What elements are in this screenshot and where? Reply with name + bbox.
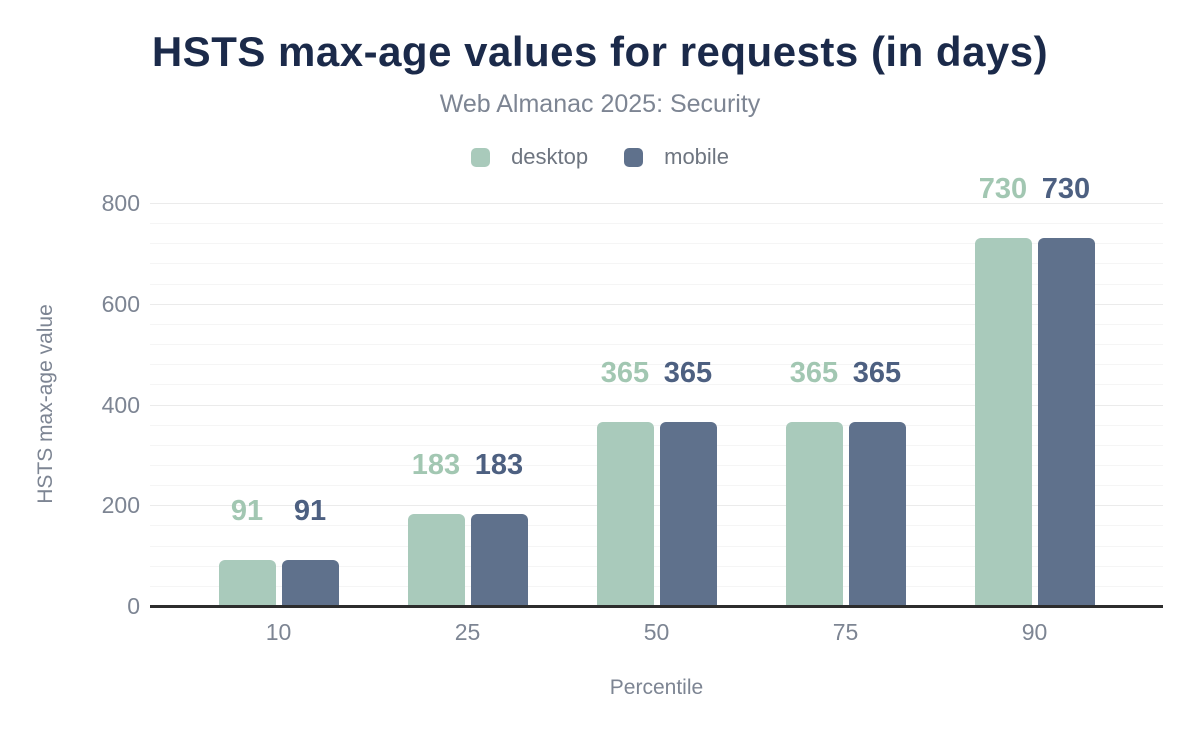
bar-value-label-desktop-p25: 183 xyxy=(411,448,461,481)
bar-mobile-p25[interactable] xyxy=(470,513,528,606)
minor-gridline xyxy=(150,525,1163,527)
legend-label-mobile: mobile xyxy=(664,144,729,169)
x-axis-title: Percentile xyxy=(609,676,704,699)
bar-desktop-p25[interactable] xyxy=(407,513,465,606)
minor-gridline xyxy=(150,243,1163,245)
major-gridline xyxy=(150,303,1163,305)
bar-desktop-p75[interactable] xyxy=(785,422,843,606)
bar-mobile-p90[interactable] xyxy=(1037,238,1095,606)
minor-gridline xyxy=(150,545,1163,547)
x-tick-label-90: 90 xyxy=(1021,619,1048,645)
bar-desktop-p90[interactable] xyxy=(974,238,1032,606)
chart-title: HSTS max-age values for requests (in day… xyxy=(151,28,1049,75)
minor-gridline xyxy=(150,565,1163,567)
legend-label-desktop: desktop xyxy=(511,144,589,169)
bar-mobile-p75[interactable] xyxy=(848,422,906,606)
y-tick-label: 0 xyxy=(127,593,140,619)
minor-gridline xyxy=(150,485,1163,487)
x-tick-label-75: 75 xyxy=(832,619,859,645)
legend-swatch-mobile xyxy=(624,147,644,167)
minor-gridline xyxy=(150,263,1163,265)
minor-gridline xyxy=(150,344,1163,346)
minor-gridline xyxy=(150,384,1163,386)
y-tick-label: 800 xyxy=(101,190,140,216)
bar-value-label-desktop-p75: 365 xyxy=(789,357,839,390)
bar-value-label-mobile-p25: 183 xyxy=(474,448,524,481)
y-tick-label: 400 xyxy=(101,391,140,418)
plot-area: 0 200 400 600 800 91 91 10 183 183 25 365 365 50 365 36… xyxy=(102,175,1163,645)
bar-value-label-mobile-p50: 365 xyxy=(663,357,713,390)
chart-subtitle: Web Almanac 2025: Security xyxy=(439,90,761,118)
minor-gridline xyxy=(150,585,1163,587)
bar-mobile-p50[interactable] xyxy=(659,422,717,606)
x-tick-label-50: 50 xyxy=(643,619,670,645)
minor-gridline xyxy=(150,323,1163,325)
major-gridline xyxy=(150,505,1163,507)
bar-value-label-mobile-p10: 91 xyxy=(293,495,327,528)
y-tick-label: 600 xyxy=(101,290,140,317)
y-axis-title: HSTS max-age value xyxy=(34,304,57,504)
x-tick-label-10: 10 xyxy=(265,619,292,645)
minor-gridline xyxy=(150,424,1163,426)
legend-swatch-desktop xyxy=(471,147,491,167)
minor-gridline xyxy=(150,223,1163,225)
bar-value-label-desktop-p10: 91 xyxy=(230,495,264,528)
major-gridline xyxy=(150,404,1163,406)
minor-gridline xyxy=(150,464,1163,466)
bar-value-label-mobile-p90: 730 xyxy=(1041,173,1091,206)
legend-item-mobile[interactable]: mobile xyxy=(624,144,729,170)
bar-desktop-p10[interactable] xyxy=(218,560,276,606)
bar-value-label-mobile-p75: 365 xyxy=(852,357,902,390)
minor-gridline xyxy=(150,283,1163,285)
y-tick-label: 200 xyxy=(101,492,140,519)
minor-gridline xyxy=(150,444,1163,446)
bar-value-label-desktop-p50: 365 xyxy=(600,357,650,390)
x-axis-line xyxy=(150,605,1163,608)
legend-item-desktop[interactable]: desktop xyxy=(471,144,588,170)
bar-value-label-desktop-p90: 730 xyxy=(978,173,1028,206)
bar-desktop-p50[interactable] xyxy=(596,422,654,606)
x-tick-label-25: 25 xyxy=(454,619,481,645)
minor-gridline xyxy=(150,364,1163,366)
major-gridline xyxy=(150,203,1163,204)
legend: desktop mobile xyxy=(0,144,1200,170)
bar-mobile-p10[interactable] xyxy=(281,560,339,606)
